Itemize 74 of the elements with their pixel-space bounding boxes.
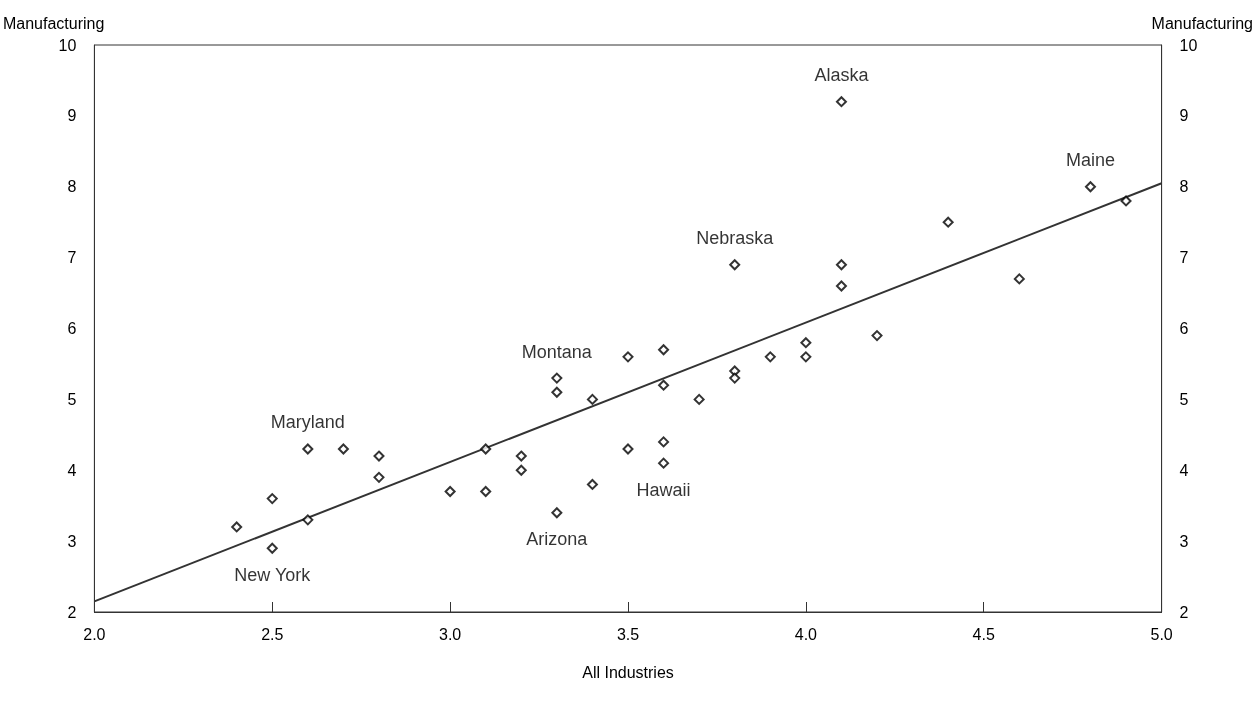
point [586,478,598,490]
point [551,372,563,384]
point [871,330,883,342]
point [1084,181,1096,193]
y2-tick-label: 6 [1179,320,1189,337]
point [835,280,847,292]
point [551,386,563,398]
y-tick-label: 7 [67,249,77,267]
y-tick-label: 3 [67,532,77,550]
point [800,337,812,349]
point [764,351,776,363]
x-tick-label: 5.0 [1150,625,1173,643]
point [729,259,741,271]
y-tick-label: 6 [67,320,77,337]
point [1013,273,1025,285]
annotation: New York [234,564,312,585]
point [729,372,741,384]
x-axis-title: All Industries [582,663,674,681]
y-tick-label: 9 [67,107,77,125]
point [622,443,634,455]
point [266,493,278,505]
y-tick-label: 10 [58,36,77,54]
point [658,436,670,448]
point [480,443,492,455]
x-tick-label: 2.5 [261,625,284,643]
annotation: Arizona [526,529,589,550]
y2-tick-label: 3 [1179,532,1189,550]
point [337,443,349,455]
point [302,514,314,526]
point [444,486,456,498]
y-axis-title: Manufacturing [3,14,105,32]
point [586,393,598,405]
y2-tick-label: 7 [1179,249,1189,267]
point [658,457,670,469]
point [480,486,492,498]
y2-tick-label: 10 [1179,36,1198,54]
y-tick-label: 5 [67,390,77,408]
y-tick-label: 8 [67,178,77,196]
point [622,351,634,363]
point [231,521,243,533]
x-tick-label: 4.5 [972,625,995,643]
annotation: Alaska [814,65,870,86]
point [373,450,385,462]
point [266,542,278,554]
y2-tick-label: 9 [1179,107,1189,125]
annotation: Maryland [270,412,345,433]
point [835,259,847,271]
annotation: Maine [1065,150,1115,171]
annotation: Hawaii [636,479,691,500]
y2-tick-label: 2 [1179,603,1189,621]
y2-tick-label: 8 [1179,178,1189,196]
point [515,450,527,462]
y-tick-label: 2 [67,603,77,621]
point [942,216,954,228]
y2-axis-title: Manufacturing [1151,14,1253,32]
annotation: Montana [521,341,593,362]
x-tick-label: 3.0 [439,625,462,643]
point [693,393,705,405]
annotation: Nebraska [696,228,775,249]
point [551,507,563,519]
point [835,96,847,108]
point [800,351,812,363]
x-tick-label: 3.5 [616,625,640,643]
point [658,344,670,356]
point [658,379,670,391]
point [1120,195,1132,207]
point [302,443,314,455]
y2-tick-label: 4 [1179,461,1189,479]
point [515,464,527,476]
y2-tick-label: 5 [1179,390,1189,408]
x-tick-label: 2.0 [83,625,106,643]
x-tick-label: 4.0 [794,625,818,643]
y-tick-label: 4 [67,461,77,479]
point [373,471,385,483]
